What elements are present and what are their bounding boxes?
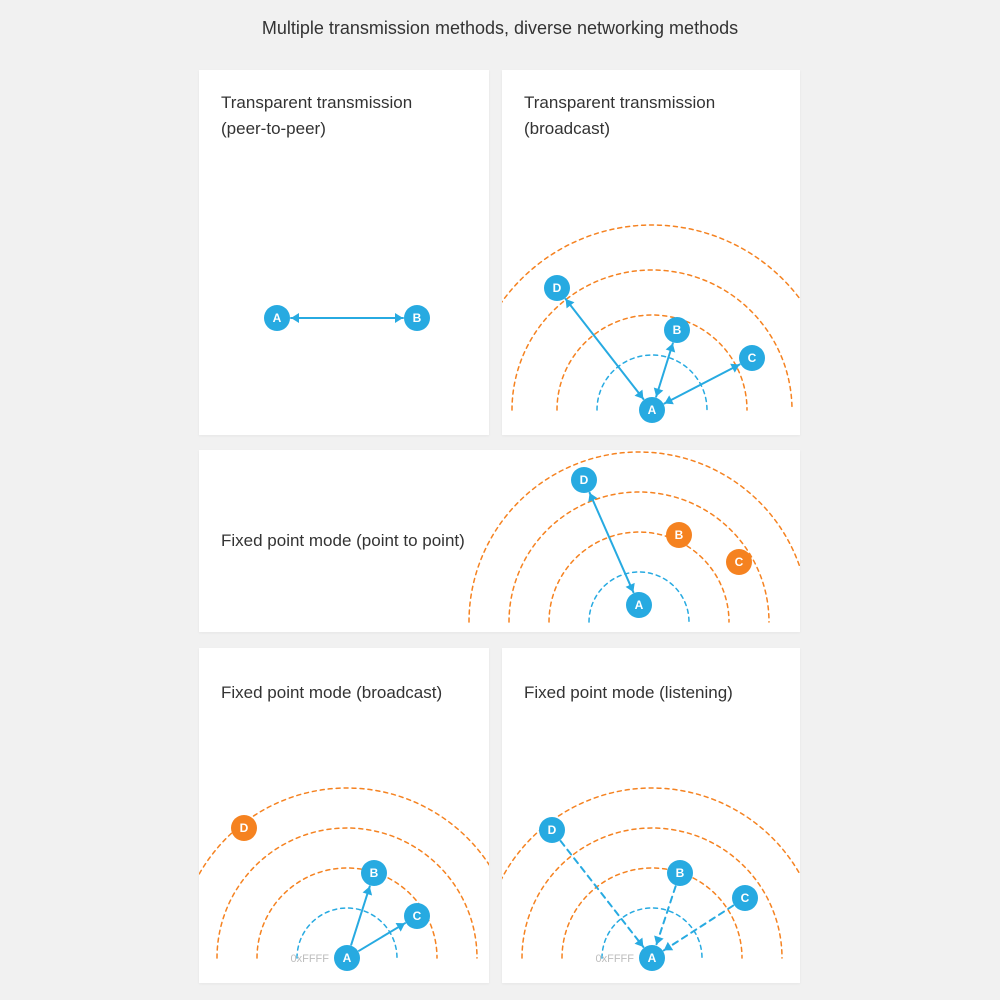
svg-text:C: C <box>748 351 757 365</box>
diagram-broadcast: A B C D <box>502 70 800 435</box>
svg-text:D: D <box>580 473 589 487</box>
card-p2p: Transparent transmission(peer-to-peer)AB <box>199 70 489 435</box>
svg-text:B: B <box>413 311 422 325</box>
svg-text:A: A <box>635 598 644 612</box>
card-fixed_p2p: Fixed point mode (point to point)ABCD <box>199 450 800 632</box>
svg-text:D: D <box>548 823 557 837</box>
card-fixed_listening: Fixed point mode (listening)ABCD0xFFFF <box>502 648 800 983</box>
svg-text:0xFFFF: 0xFFFF <box>596 953 635 965</box>
diagram-fixed_p2p: A B C D <box>199 450 800 632</box>
svg-text:B: B <box>370 866 379 880</box>
card-fixed_broadcast: Fixed point mode (broadcast)ABCD0xFFFF <box>199 648 489 983</box>
svg-text:A: A <box>648 951 657 965</box>
svg-text:B: B <box>673 323 682 337</box>
svg-text:C: C <box>741 891 750 905</box>
diagram-fixed_broadcast: A B C D 0xFFFF <box>199 648 489 983</box>
card-broadcast: Transparent transmission(broadcast)ABCD <box>502 70 800 435</box>
svg-text:A: A <box>273 311 282 325</box>
svg-text:B: B <box>676 866 685 880</box>
svg-text:D: D <box>553 281 562 295</box>
svg-text:B: B <box>675 528 684 542</box>
svg-text:A: A <box>343 951 352 965</box>
svg-text:0xFFFF: 0xFFFF <box>291 953 330 965</box>
svg-text:C: C <box>735 555 744 569</box>
page-title: Multiple transmission methods, diverse n… <box>0 18 1000 39</box>
svg-text:D: D <box>240 821 249 835</box>
svg-text:A: A <box>648 403 657 417</box>
diagram-fixed_listening: A B C D 0xFFFF <box>502 648 800 983</box>
svg-text:C: C <box>413 909 422 923</box>
diagram-p2p: AB <box>199 70 489 435</box>
